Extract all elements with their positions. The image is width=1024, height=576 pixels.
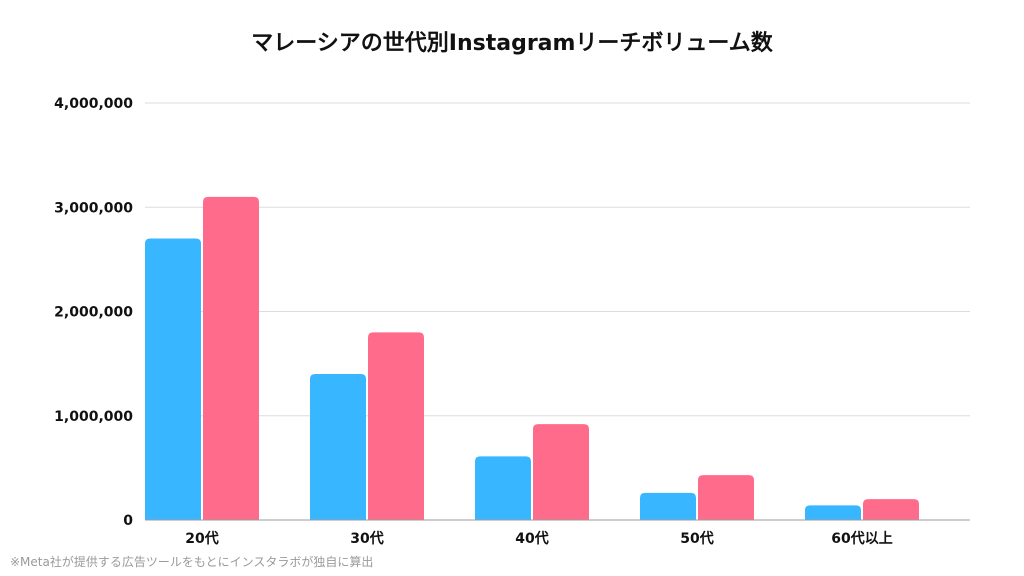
bar-pink <box>368 332 424 520</box>
footnote: ※Meta社が提供する広告ツールをもとにインスタラボが独自に算出 <box>10 554 373 569</box>
bar-blue <box>475 456 531 520</box>
y-axis-ticks: 0 1,000,000 2,000,000 3,000,000 4,000,000 <box>54 96 133 529</box>
y-tick-label: 2,000,000 <box>54 305 133 321</box>
bars <box>145 196 919 520</box>
grid <box>145 102 970 417</box>
y-tick-label: 4,000,000 <box>54 96 133 112</box>
y-tick-label: 3,000,000 <box>54 200 133 216</box>
bar-blue <box>145 238 201 520</box>
bar-pink <box>698 475 754 520</box>
chart-title: マレーシアの世代別Instagramリーチボリューム数 <box>251 30 774 56</box>
bar-blue <box>640 492 696 520</box>
bar-pink <box>533 424 589 520</box>
x-tick-label: 60代以上 <box>831 530 892 547</box>
bar-blue <box>805 505 861 520</box>
x-tick-label: 30代 <box>350 530 383 547</box>
x-axis-labels: 20代 30代 40代 50代 60代以上 <box>185 530 892 547</box>
bar-pink <box>203 196 259 520</box>
bar-pink <box>863 499 919 520</box>
bar-blue <box>310 374 366 520</box>
x-tick-label: 50代 <box>680 530 713 547</box>
x-tick-label: 20代 <box>185 530 218 547</box>
x-tick-label: 40代 <box>515 530 548 547</box>
y-tick-label: 1,000,000 <box>54 409 133 425</box>
y-tick-label: 0 <box>123 513 133 529</box>
